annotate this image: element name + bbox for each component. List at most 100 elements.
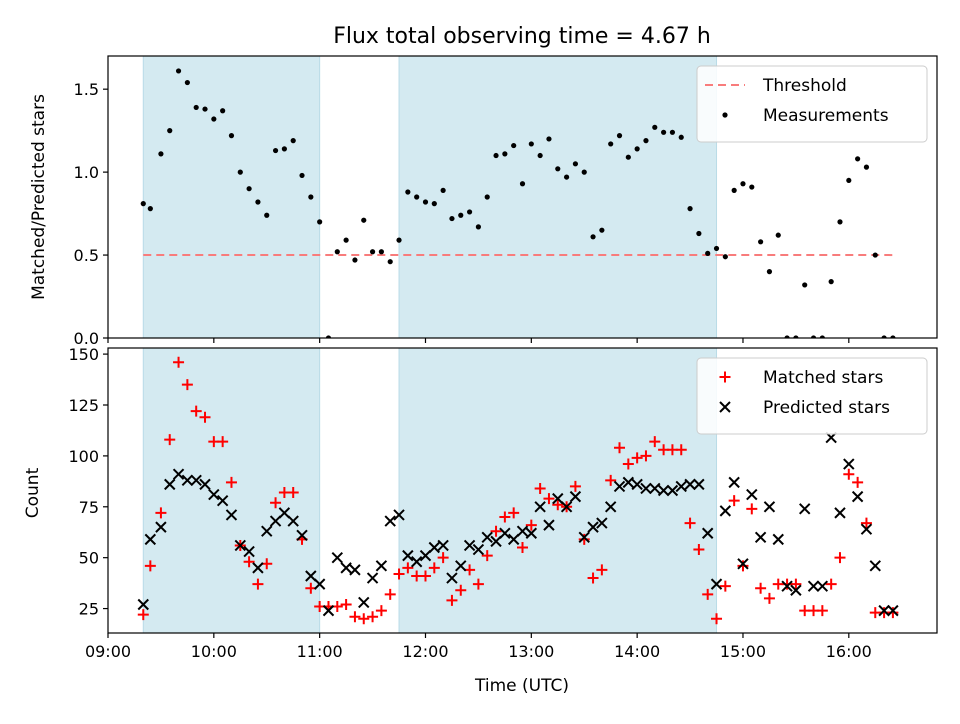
y-tick-label: 100 bbox=[68, 447, 99, 466]
measurements-point bbox=[599, 227, 605, 233]
measurements-point bbox=[643, 138, 649, 144]
matched-stars-point bbox=[834, 552, 846, 564]
predicted-stars-point bbox=[887, 604, 899, 617]
legend: Threshold Measurements bbox=[696, 65, 928, 143]
measurements-point bbox=[837, 219, 843, 225]
measurements-point bbox=[414, 194, 420, 200]
predicted-stars-point bbox=[313, 578, 326, 590]
measurements-point bbox=[784, 335, 790, 338]
matched-stars-point bbox=[270, 497, 282, 509]
measurements-point bbox=[881, 335, 887, 338]
matched-stars-point bbox=[816, 605, 828, 617]
measurements-point bbox=[422, 199, 429, 205]
measurements-point bbox=[299, 172, 305, 179]
measurements-point bbox=[863, 164, 870, 170]
axes-frame bbox=[107, 55, 938, 339]
measurements-point bbox=[793, 335, 799, 338]
x-tick-label: 13:00 bbox=[508, 642, 554, 661]
predicted-stars-point bbox=[216, 494, 229, 507]
matched-stars-point bbox=[217, 436, 229, 448]
measurements-point bbox=[687, 206, 693, 212]
measurements-point bbox=[396, 237, 402, 243]
predicted-stars-point bbox=[393, 509, 405, 521]
measurements-point bbox=[608, 141, 614, 147]
predicted-stars-point bbox=[428, 541, 441, 554]
measurements-point bbox=[625, 154, 631, 160]
measurements-point bbox=[819, 335, 825, 338]
measurements-point bbox=[802, 282, 808, 288]
matched-stars-point bbox=[525, 519, 537, 531]
matched-stars-point bbox=[596, 564, 608, 576]
measurements-point bbox=[175, 68, 182, 74]
matched-stars-point bbox=[675, 444, 687, 456]
matched-stars-point bbox=[543, 493, 555, 505]
bottom-y-axis-label: Count bbox=[23, 467, 43, 518]
predicted-stars-point bbox=[481, 531, 493, 544]
measurements-point bbox=[352, 257, 358, 263]
measurements-point bbox=[264, 212, 270, 218]
measurements-point bbox=[722, 254, 728, 260]
legend-box bbox=[696, 357, 928, 435]
predicted-stars-point bbox=[851, 490, 864, 503]
measurements-point bbox=[705, 250, 711, 256]
measurements-point bbox=[378, 249, 384, 255]
predicted-stars-point bbox=[144, 533, 157, 546]
legend-swatch-predicted-stars bbox=[719, 401, 731, 413]
measurements-point bbox=[563, 174, 570, 180]
x-tick-label: 14:00 bbox=[614, 642, 660, 661]
predicted-stars-point bbox=[296, 529, 308, 541]
predicted-stars-point bbox=[534, 501, 546, 513]
predicted-stars-point bbox=[402, 549, 414, 562]
measurements-point bbox=[758, 239, 764, 245]
predicted-stars-point bbox=[657, 484, 670, 497]
x-tick-label: 12:00 bbox=[402, 642, 448, 661]
legend: Matched stars Predicted stars bbox=[696, 357, 928, 435]
measurements-point bbox=[317, 219, 323, 225]
measurements-point bbox=[325, 335, 332, 338]
bottom-panel-counts: 09:00 10:00 11:00 12:00 13:00 14:00 15:00 16:00… bbox=[68, 345, 938, 661]
predicted-stars-point bbox=[790, 584, 802, 596]
predicted-stars-point bbox=[490, 535, 502, 548]
predicted-stars-point bbox=[649, 482, 661, 495]
measurements-point bbox=[308, 194, 314, 200]
matched-stars-point bbox=[578, 533, 590, 545]
matched-stars-point bbox=[358, 613, 370, 625]
matched-stars-point bbox=[631, 452, 643, 464]
measurements-point bbox=[616, 133, 623, 139]
predicted-stars-point bbox=[252, 562, 264, 574]
measurements-point bbox=[228, 133, 235, 139]
matched-stars-point bbox=[728, 495, 740, 507]
measurements-point bbox=[220, 108, 226, 114]
axes-frame bbox=[107, 347, 938, 634]
measurements-point bbox=[237, 169, 243, 175]
predicted-stars-point bbox=[728, 476, 740, 489]
predicted-stars-point bbox=[587, 521, 599, 533]
measurements-point bbox=[369, 249, 376, 255]
measurements-point bbox=[475, 224, 482, 230]
measurements-point bbox=[343, 237, 349, 243]
predicted-stars-point bbox=[799, 503, 811, 515]
matched-stars-point bbox=[763, 592, 775, 604]
x-axis-label: Time (UTC) bbox=[474, 676, 569, 696]
predicted-stars-point bbox=[746, 488, 758, 501]
x-tick-label: 11:00 bbox=[297, 642, 343, 661]
predicted-stars-point bbox=[199, 478, 211, 491]
predicted-stars-point bbox=[437, 539, 449, 552]
predicted-stars-point bbox=[384, 515, 396, 527]
measurements-point bbox=[361, 217, 367, 223]
measurements-point bbox=[696, 230, 702, 237]
predicted-stars-point bbox=[463, 539, 476, 552]
predicted-stars-point bbox=[631, 478, 643, 491]
predicted-stars-point bbox=[269, 515, 282, 527]
matched-stars-point bbox=[737, 560, 749, 572]
predicted-stars-point bbox=[578, 531, 590, 544]
measurements-point bbox=[828, 279, 834, 285]
predicted-stars-point bbox=[181, 474, 194, 487]
predicted-stars-point bbox=[208, 488, 220, 501]
x-tick-label: 16:00 bbox=[826, 642, 872, 661]
measurements-point bbox=[713, 245, 720, 252]
matched-stars-point bbox=[860, 517, 872, 529]
predicted-stars-point bbox=[243, 545, 255, 558]
measurements-point bbox=[810, 335, 817, 338]
measurements-point bbox=[281, 146, 287, 152]
